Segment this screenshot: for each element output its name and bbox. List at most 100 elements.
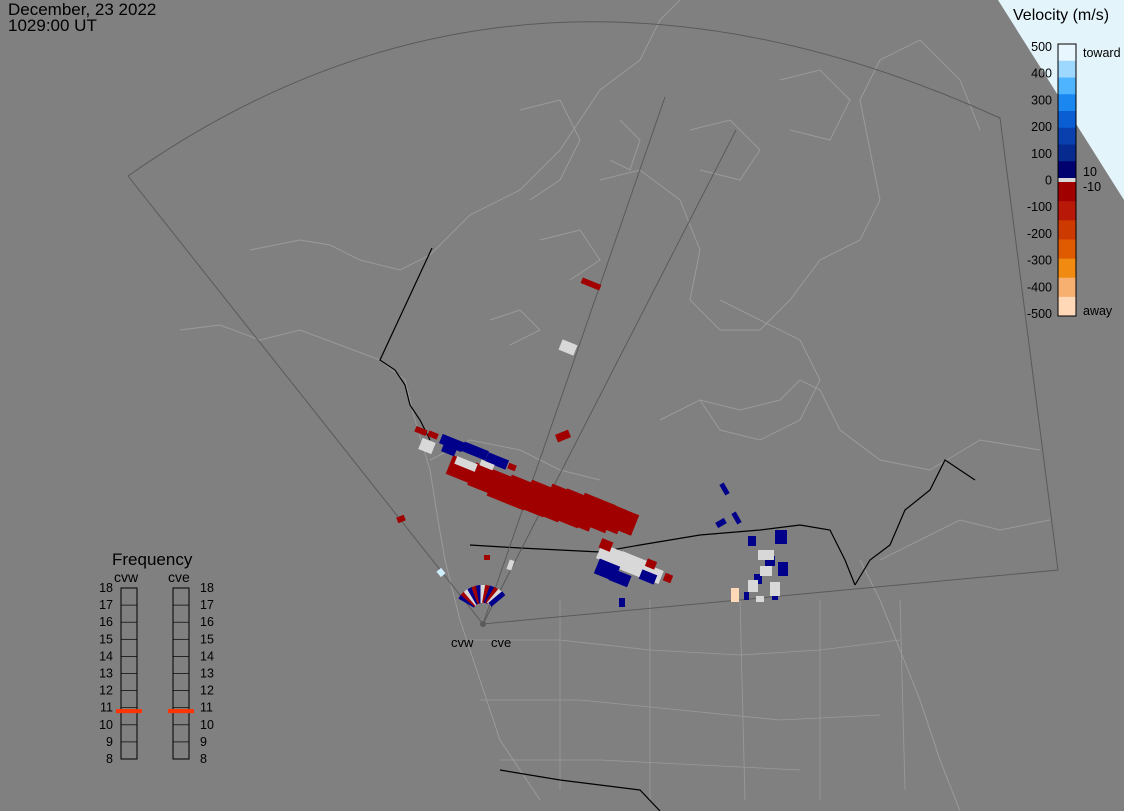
echo-cell [555,429,571,443]
echo-cell [598,538,614,552]
colorbar-tick-label: -400 [1027,280,1052,294]
echo-cell [662,572,674,584]
colorbar-segment-negative [1058,182,1076,202]
inner-negative-label: -10 [1083,180,1101,194]
date-label: December, 23 2022 [8,0,156,19]
colorbar-tick-label: 400 [1031,67,1052,81]
frequency-tick-label-right: 10 [200,718,214,732]
frequency-tick-label-right: 12 [200,684,214,698]
frequency-tick-label-left: 10 [99,718,113,732]
frequency-tick-label-right: 11 [200,701,213,715]
frequency-panel: Frequency cvw cve 18 18 17 17 16 16 15 15 14 14 13… [99,550,214,766]
frequency-tick-label-left: 18 [99,581,113,595]
colorbar-segment-positive [1058,111,1076,129]
colorbar-segment-negative [1058,296,1076,317]
echo-cell [765,556,775,566]
echo-cell [748,580,758,592]
colorbar-segment-zero [1058,178,1076,182]
echo-cell [480,585,486,603]
echo-cell [619,598,625,607]
echo-cell [719,482,730,496]
frequency-marker-west [116,709,142,714]
echo-cell [441,443,457,457]
colorbar-segment-positive [1058,144,1076,162]
frequency-tick-label-right: 17 [200,598,214,612]
frequency-tick-label-right: 9 [200,735,207,749]
echo-cell [775,530,787,544]
colorbar-segment-negative [1058,220,1076,240]
echo-cell [731,511,742,525]
colorbar-tick-label: -500 [1027,307,1052,321]
state-boundaries [470,599,906,801]
echo-cell [507,462,517,472]
colorbar-segment-negative [1058,201,1076,221]
echo-cell [756,596,764,602]
echo-cell [506,559,515,571]
inner-positive-label: 10 [1083,165,1097,179]
frequency-col-east: cve [168,569,190,585]
colorbar-tick-label: 300 [1031,93,1052,107]
colorbar-segment-negative [1058,258,1076,279]
echo-cell [484,452,510,470]
frequency-tick-label-left: 12 [99,684,113,698]
colorbar-tick-label: 0 [1045,174,1052,188]
colorbar-tick-label: -200 [1027,227,1052,241]
frequency-col-west: cvw [114,569,139,585]
frequency-tick-label-left: 17 [99,598,113,612]
colorbar-tick-label: -300 [1027,254,1052,268]
international-border [379,247,976,811]
field-of-view [127,21,1059,625]
radar-east-label: cve [491,635,511,650]
frequency-tick-label-left: 16 [99,615,113,629]
frequency-tick-label-right: 13 [200,667,214,681]
radar-west-label: cvw [451,635,474,650]
echo-cell [396,514,406,524]
colorbar-tick-label: 100 [1031,147,1052,161]
frequency-tick-label-right: 18 [200,581,214,595]
echo-cell [638,569,658,585]
echo-cell [414,425,428,437]
frequency-tick-label-left: 9 [106,735,113,749]
echo-cell [770,582,780,596]
echo-cell [754,574,762,584]
colorbar-segment-positive [1058,127,1076,145]
colorbar-segment-positive [1058,44,1076,62]
echo-cell [558,339,578,356]
frequency-tick-label-left: 15 [99,632,113,646]
time-label: 1029:00 UT [8,16,97,35]
colorbar-frame [1057,43,1077,317]
colorbar-tick-label: 500 [1031,40,1052,54]
colorbar-segment-positive [1058,94,1076,112]
frequency-tick-label-left: 14 [99,649,113,663]
frequency-tick-label-left: 11 [100,701,113,715]
colorbar-segment-positive [1058,161,1076,179]
echo-cell [580,277,602,291]
frequency-tick-label-right: 16 [200,615,214,629]
echo-cell [760,566,772,576]
echo-cell [484,555,490,560]
echo-cell [454,456,478,472]
echo-cell [748,536,756,546]
colorbar-segment-positive [1058,77,1076,95]
echo-cell [778,562,788,576]
colorbar-segment-positive [1058,60,1076,78]
echo-cell [488,591,506,607]
echo-cell [608,568,632,588]
frequency-title: Frequency [112,550,193,569]
radar-site-marker [480,621,486,627]
echo-cell [715,517,727,529]
colorbar-tick-label: -100 [1027,200,1052,214]
frequency-tick-label-right: 14 [200,649,214,663]
velocity-colorbar: Velocity (m/s) toward away 10 -10 500 400… [1013,7,1121,321]
echo-cell [485,586,499,605]
echo-cell [608,506,640,536]
colorbar-tick-label: 200 [1031,120,1052,134]
echo-cell [482,584,491,604]
echo-cell [439,433,465,453]
echo-cell [427,430,439,440]
frequency-tick-label-left: 8 [106,752,113,766]
frequency-marker-east [168,709,194,714]
frequency-tick-label-right: 8 [200,752,207,766]
